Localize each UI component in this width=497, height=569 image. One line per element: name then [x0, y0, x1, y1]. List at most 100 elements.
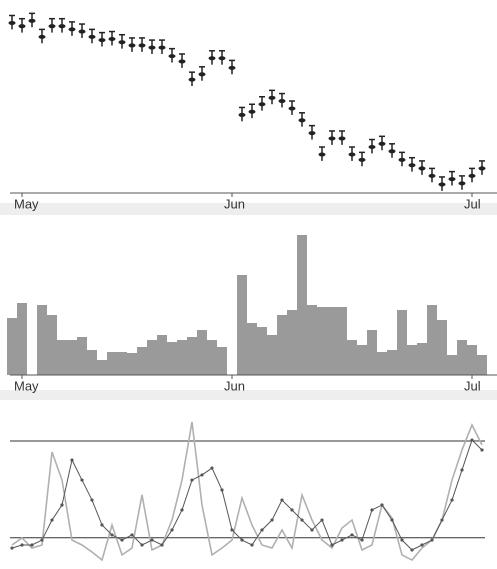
oscillator-point	[480, 448, 484, 452]
price-close	[138, 43, 146, 48]
price-close	[268, 95, 276, 100]
price-close	[158, 45, 166, 50]
volume-bar	[437, 320, 447, 375]
oscillator-point	[90, 498, 94, 502]
volume-bar	[317, 307, 327, 375]
x-tick-label: Jul	[464, 378, 481, 393]
volume-bar	[277, 315, 287, 375]
oscillator-point	[120, 538, 124, 542]
oscillator-point	[360, 538, 364, 542]
oscillator-point	[180, 508, 184, 512]
oscillator-point	[420, 543, 424, 547]
volume-bar	[217, 347, 227, 375]
oscillator-point	[80, 478, 84, 482]
oscillator-point	[450, 498, 454, 502]
price-close	[178, 59, 186, 64]
volume-bar	[337, 307, 347, 375]
volume-bar	[207, 340, 217, 375]
price-close	[168, 54, 176, 59]
volume-bar	[287, 310, 297, 375]
volume-bar	[57, 340, 67, 375]
x-tick-label: Jun	[224, 378, 245, 393]
price-close	[228, 65, 236, 70]
price-close	[278, 99, 286, 104]
oscillator-point	[190, 478, 194, 482]
volume-bar	[477, 355, 487, 375]
oscillator-point	[260, 528, 264, 532]
volume-bar	[197, 330, 207, 375]
volume-bar	[397, 310, 407, 375]
volume-bar	[387, 350, 397, 375]
volume-bar	[87, 350, 97, 375]
oscillator-point	[230, 528, 234, 532]
x-tick-label: Jul	[464, 196, 481, 211]
oscillator-point	[320, 518, 324, 522]
x-tick-label: May	[14, 196, 39, 211]
volume-bar	[457, 340, 467, 375]
price-close	[38, 34, 46, 39]
price-close	[448, 177, 456, 182]
oscillator-point	[350, 533, 354, 537]
oscillator-point	[430, 538, 434, 542]
oscillator-point	[220, 488, 224, 492]
price-close	[308, 131, 316, 136]
oscillator-point	[50, 518, 54, 522]
oscillator-point	[160, 543, 164, 547]
price-close	[318, 152, 326, 157]
price-close	[118, 40, 126, 45]
price-close	[288, 106, 296, 111]
oscillator-point	[440, 518, 444, 522]
oscillator-point	[100, 523, 104, 527]
volume-bar	[367, 330, 377, 375]
oscillator-point	[110, 533, 114, 537]
oscillator-point	[240, 538, 244, 542]
oscillator-point	[200, 473, 204, 477]
volume-bar	[107, 352, 117, 375]
price-close	[398, 157, 406, 162]
volume-bar	[257, 327, 267, 375]
price-close	[238, 112, 246, 117]
price-close	[468, 173, 476, 178]
volume-bar	[47, 315, 57, 375]
oscillator-point	[250, 543, 254, 547]
price-close	[348, 152, 356, 157]
price-close	[58, 24, 66, 29]
oscillator-point	[70, 458, 74, 462]
volume-bar	[347, 340, 357, 375]
price-close	[408, 163, 416, 168]
volume-bar	[357, 345, 367, 375]
oscillator-point	[10, 546, 14, 550]
volume-bar	[67, 340, 77, 375]
price-close	[188, 77, 196, 82]
price-close	[338, 136, 346, 141]
volume-bar	[147, 340, 157, 375]
oscillator-point	[380, 503, 384, 507]
oscillator-line	[11, 439, 483, 551]
oscillator-point	[20, 543, 24, 547]
volume-bar	[177, 340, 187, 375]
volume-bar	[377, 352, 387, 375]
oscillator-point	[60, 503, 64, 507]
volume-bar	[137, 347, 147, 375]
price-close	[218, 56, 226, 61]
oscillator-point	[330, 543, 334, 547]
volume-bar	[77, 337, 87, 375]
oscillator-point	[150, 538, 154, 542]
price-close	[478, 166, 486, 171]
volume-bar	[327, 307, 337, 375]
price-close	[388, 149, 396, 154]
oscillator-point	[390, 518, 394, 522]
price-close	[98, 38, 106, 43]
price-close	[48, 24, 56, 29]
oscillator-point	[170, 528, 174, 532]
price-close	[298, 118, 306, 123]
volume-bar	[297, 235, 307, 375]
price-close	[428, 173, 436, 178]
volume-bar	[267, 335, 277, 375]
price-close	[148, 45, 156, 50]
volume-bar	[407, 345, 417, 375]
price-close	[88, 34, 96, 39]
price-close	[198, 72, 206, 77]
price-close	[328, 136, 336, 141]
